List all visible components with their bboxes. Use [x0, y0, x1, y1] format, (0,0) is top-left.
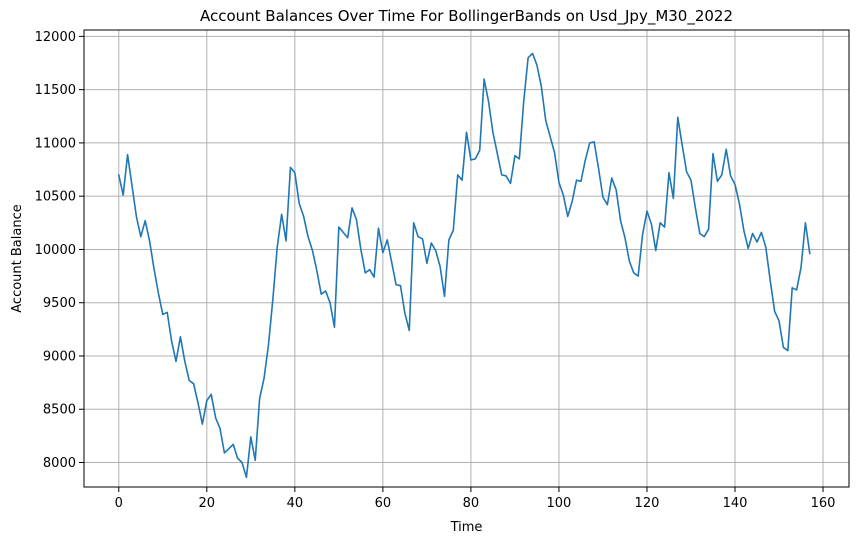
y-tick-label: 8500	[43, 403, 76, 418]
y-tick-label: 10000	[35, 243, 76, 258]
y-tick-label: 11000	[35, 136, 76, 151]
y-tick-label: 12000	[35, 30, 76, 45]
x-tick-label: 0	[115, 496, 123, 511]
y-tick-label: 10500	[35, 190, 76, 205]
x-tick-label: 160	[811, 496, 836, 511]
y-tick-label: 11500	[35, 83, 76, 98]
x-tick-label: 40	[287, 496, 304, 511]
grid-lines	[84, 30, 849, 487]
series-line	[117, 52, 811, 479]
y-tick-label: 9000	[43, 349, 76, 364]
y-axis-label: Account Balance	[10, 204, 25, 312]
x-tick-label: 20	[199, 496, 216, 511]
plot-area-frame	[83, 29, 850, 488]
y-tick-label: 9500	[43, 296, 76, 311]
x-axis-label: Time	[450, 520, 483, 535]
axis-ticks: 0 20 40 60 80 100 120 140 160 8000 8500 9000 9500 100…	[35, 30, 836, 511]
x-tick-label: 140	[723, 496, 748, 511]
x-tick-label: 80	[463, 496, 480, 511]
x-tick-label: 60	[375, 496, 392, 511]
x-tick-label: 100	[547, 496, 572, 511]
chart-title: Account Balances Over Time For Bollinger…	[200, 7, 733, 26]
x-tick-label: 120	[635, 496, 660, 511]
y-tick-label: 8000	[43, 456, 76, 471]
